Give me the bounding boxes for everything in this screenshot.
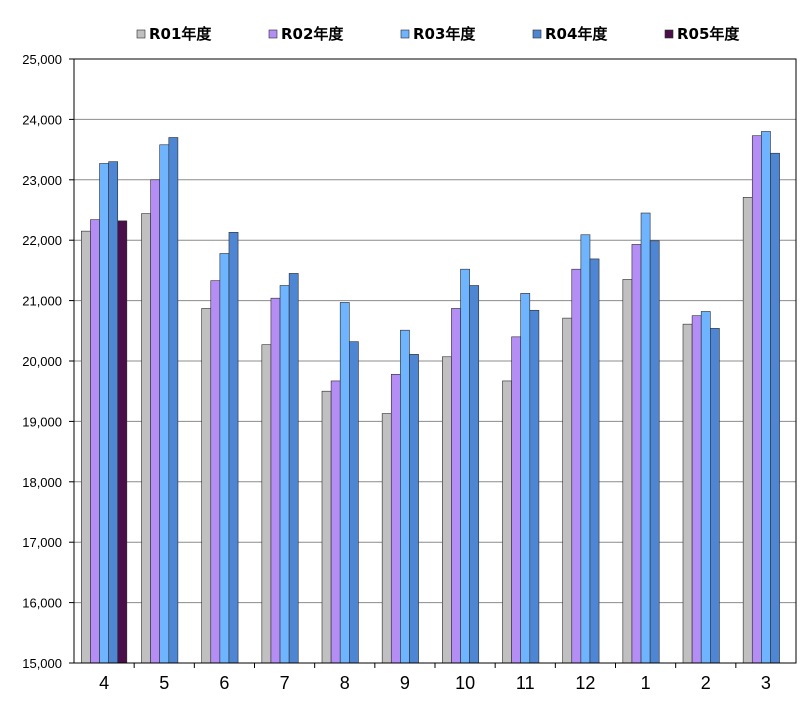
bar-R02年度-8 [330, 380, 341, 664]
legend: R01年度 R02年度 R03年度 R04年度 R05年度 [136, 25, 740, 43]
bar-R02年度-7 [270, 297, 281, 664]
bar-R01年度-12 [562, 317, 573, 664]
x-tick-label: 9 [400, 673, 410, 693]
y-tick-label: 16,000 [22, 596, 62, 611]
y-tick-label: 21,000 [22, 294, 62, 309]
x-tick-label: 11 [516, 673, 535, 693]
x-tick-label: 4 [99, 673, 109, 693]
legend-swatch [268, 29, 278, 39]
x-tick-label: 1 [641, 673, 651, 693]
y-tick-label: 15,000 [22, 656, 62, 671]
bar-R02年度-9 [390, 373, 401, 664]
bar-R04年度-1 [649, 240, 660, 664]
legend-swatch [532, 29, 542, 39]
bar-R02年度-10 [451, 308, 461, 664]
bar-R01年度-11 [502, 380, 512, 664]
legend-label: R04年度 [545, 25, 608, 43]
bar-R01年度-9 [381, 413, 392, 664]
y-tick-label: 24,000 [22, 112, 62, 127]
bar-R03年度-3 [761, 131, 771, 664]
x-tick-label: 8 [340, 673, 350, 693]
bar-R03年度-7 [279, 285, 290, 664]
x-tick-label: 10 [455, 673, 475, 693]
legend-label: R02年度 [281, 25, 344, 43]
bar-R03年度-5 [159, 144, 170, 664]
bar-R01年度-1 [622, 279, 633, 664]
legend-swatch [136, 29, 146, 39]
y-tick-labels: 15,000 16,000 17,000 18,000 19,000 20,000 21,0… [22, 52, 62, 671]
bar-R01年度-10 [442, 356, 452, 664]
bar-R04年度-2 [709, 328, 720, 664]
bar-R01年度-3 [742, 197, 753, 664]
bar-R04年度-11 [529, 309, 540, 664]
bar-R01年度-8 [321, 390, 332, 664]
x-tick-label: 7 [280, 673, 290, 693]
bar-R03年度-1 [640, 212, 651, 664]
bar-R01年度-6 [201, 308, 212, 664]
bar-R03年度-6 [219, 253, 230, 664]
bar-R03年度-11 [520, 293, 531, 664]
axes [69, 58, 797, 668]
bar-R04年度-3 [770, 152, 780, 664]
bar-R03年度-8 [339, 302, 350, 664]
bar-R04年度-10 [469, 285, 480, 664]
bar-R04年度-8 [348, 341, 359, 664]
y-tick-label: 17,000 [22, 535, 62, 550]
bar-R02年度-4 [90, 219, 100, 664]
bar-R04年度-7 [288, 273, 299, 664]
x-tick-label: 6 [219, 673, 229, 693]
y-tick-label: 23,000 [22, 173, 62, 188]
y-tick-label: 18,000 [22, 475, 62, 490]
bar-R01年度-4 [81, 230, 91, 664]
bar-R04年度-4 [108, 161, 119, 664]
x-tick-label: 2 [701, 673, 711, 693]
bar-R03年度-2 [700, 311, 711, 664]
legend-label: R03年度 [413, 25, 476, 43]
bar-R02年度-3 [751, 135, 762, 664]
bar-R02年度-5 [150, 179, 161, 664]
bar-R04年度-6 [228, 232, 239, 664]
bar-R05年度-4 [117, 220, 128, 664]
y-tick-label: 25,000 [22, 52, 62, 67]
bar-R04年度-12 [589, 258, 600, 664]
x-tick-labels: 4 5 6 7 8 9 10 11 12 1 2 3 [99, 673, 771, 693]
bar-R02年度-1 [631, 244, 642, 664]
x-tick-label: 3 [761, 673, 771, 693]
bar-R03年度-9 [400, 329, 410, 664]
bar-R03年度-4 [99, 163, 109, 664]
bar-R04年度-9 [409, 354, 419, 664]
y-tick-label: 22,000 [22, 233, 62, 248]
bar-R01年度-5 [141, 213, 151, 664]
legend-swatch [400, 29, 410, 39]
legend-label: R01年度 [149, 25, 212, 43]
bar-R04年度-5 [168, 137, 179, 664]
bar-R03年度-10 [460, 268, 470, 664]
bar-R02年度-12 [571, 268, 582, 664]
bar-R01年度-2 [682, 323, 693, 664]
legend-label: R05年度 [677, 25, 740, 43]
x-tick-label: 5 [159, 673, 169, 693]
y-tick-label: 20,000 [22, 354, 62, 369]
x-tick-label: 12 [575, 673, 595, 693]
bar-R01年度-7 [261, 344, 272, 664]
legend-swatch [664, 29, 674, 39]
y-tick-label: 19,000 [22, 414, 62, 429]
bar-R02年度-6 [210, 280, 221, 664]
bar-R02年度-11 [511, 336, 522, 664]
bar-R02年度-2 [691, 315, 702, 664]
bar-R03年度-12 [580, 234, 591, 664]
bars [81, 131, 780, 664]
